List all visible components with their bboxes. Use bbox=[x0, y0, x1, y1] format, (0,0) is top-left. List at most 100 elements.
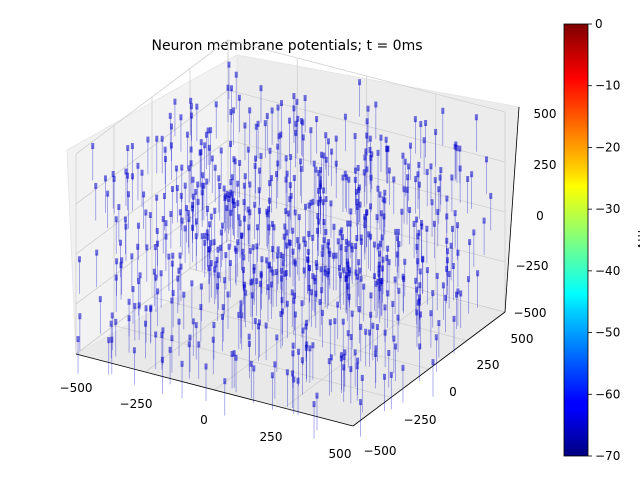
neuron-marker bbox=[213, 164, 217, 203]
gridline bbox=[227, 239, 506, 313]
neuron-marker bbox=[445, 213, 449, 251]
neuron-marker bbox=[300, 118, 304, 156]
neuron-marker bbox=[355, 273, 359, 312]
neuron-marker bbox=[444, 294, 448, 333]
neuron-marker bbox=[401, 273, 405, 312]
neuron-marker bbox=[271, 269, 275, 308]
neuron-marker bbox=[210, 155, 214, 193]
neuron-marker bbox=[355, 363, 359, 401]
neuron-marker bbox=[232, 350, 236, 388]
neuron-marker bbox=[333, 318, 337, 356]
colorbar-tick-label: −60 bbox=[595, 387, 620, 401]
neuron-marker bbox=[332, 223, 336, 262]
neuron-marker bbox=[374, 351, 378, 389]
neuron-marker bbox=[302, 267, 306, 305]
neuron-marker bbox=[327, 358, 331, 396]
neuron-marker bbox=[171, 185, 175, 224]
neuron-marker bbox=[458, 165, 462, 203]
neuron-marker bbox=[328, 319, 332, 357]
neuron-marker bbox=[437, 186, 441, 224]
neuron-marker bbox=[77, 256, 81, 294]
neuron-marker bbox=[276, 104, 280, 143]
neuron-marker bbox=[369, 311, 373, 350]
neuron-marker bbox=[227, 192, 231, 230]
neuron-marker bbox=[408, 142, 412, 181]
neuron-marker bbox=[304, 203, 308, 242]
neuron-marker bbox=[170, 335, 174, 373]
neuron-marker bbox=[347, 176, 351, 215]
neuron-marker bbox=[114, 216, 118, 254]
neuron-marker bbox=[252, 264, 256, 302]
neuron-marker bbox=[325, 271, 329, 309]
neuron-marker bbox=[124, 223, 128, 262]
neuron-marker bbox=[130, 173, 134, 211]
neuron-marker bbox=[368, 329, 372, 368]
neuron-marker bbox=[107, 337, 111, 375]
neuron-marker bbox=[78, 313, 82, 351]
neuron-marker bbox=[145, 244, 149, 282]
neuron-marker bbox=[347, 293, 351, 332]
neuron-marker bbox=[269, 266, 273, 304]
neuron-marker bbox=[170, 260, 174, 299]
neuron-marker bbox=[191, 318, 195, 356]
neuron-marker bbox=[432, 220, 436, 259]
neuron-marker bbox=[267, 224, 271, 262]
neuron-marker bbox=[400, 208, 404, 247]
neuron-marker bbox=[482, 217, 486, 256]
neuron-marker bbox=[412, 220, 416, 259]
neuron-marker bbox=[339, 352, 343, 390]
neuron-marker bbox=[378, 285, 382, 323]
neuron-marker bbox=[466, 276, 470, 314]
neuron-marker bbox=[199, 283, 203, 321]
neuron-marker bbox=[315, 116, 319, 154]
neuron-marker bbox=[459, 290, 463, 328]
neuron-marker bbox=[230, 85, 234, 123]
neuron-marker bbox=[284, 176, 288, 215]
neuron-marker bbox=[312, 160, 316, 199]
neuron-marker bbox=[373, 273, 377, 311]
neuron-marker bbox=[268, 147, 272, 186]
neuron-marker bbox=[356, 164, 360, 203]
neuron-marker bbox=[253, 162, 257, 201]
neuron-marker bbox=[98, 296, 102, 334]
neuron-marker bbox=[270, 372, 274, 410]
neuron-marker bbox=[371, 322, 375, 361]
neuron-marker bbox=[207, 265, 211, 303]
neuron-marker bbox=[356, 357, 360, 396]
colorbar-ticks: 0 −10 −20 −30 −40 −50 −60 −70 bbox=[588, 17, 620, 463]
neuron-marker bbox=[317, 218, 321, 257]
neuron-marker bbox=[243, 281, 247, 320]
neuron-marker bbox=[136, 243, 140, 282]
neuron-marker bbox=[146, 136, 150, 175]
neuron-marker bbox=[225, 190, 229, 229]
neuron-marker bbox=[211, 336, 215, 375]
neuron-marker bbox=[338, 229, 342, 268]
neuron-marker bbox=[130, 253, 134, 291]
neuron-marker bbox=[197, 341, 201, 379]
neuron-marker bbox=[293, 311, 297, 349]
neuron-marker bbox=[397, 241, 401, 279]
neuron-marker bbox=[417, 229, 421, 268]
neuron-marker bbox=[383, 304, 387, 342]
neuron-marker bbox=[299, 165, 303, 204]
neuron-marker bbox=[322, 187, 326, 225]
neuron-marker bbox=[292, 93, 296, 131]
neuron-marker bbox=[456, 249, 460, 288]
neuron-marker bbox=[228, 260, 232, 298]
neuron-marker bbox=[216, 246, 220, 285]
neuron-marker bbox=[229, 209, 233, 248]
colorbar-tick-label: −30 bbox=[595, 202, 620, 216]
neuron-marker bbox=[322, 152, 326, 191]
neuron-marker bbox=[279, 131, 283, 170]
neuron-marker bbox=[414, 176, 418, 214]
neuron-marker bbox=[369, 292, 373, 330]
neuron-marker bbox=[358, 201, 362, 240]
neuron-marker bbox=[201, 172, 205, 210]
neuron-marker bbox=[374, 101, 378, 139]
neuron-marker bbox=[154, 331, 158, 369]
neuron-marker bbox=[274, 269, 278, 307]
neuron-marker bbox=[270, 220, 274, 259]
neuron-marker bbox=[183, 182, 187, 221]
neuron-marker bbox=[120, 257, 124, 295]
neuron-marker bbox=[391, 300, 395, 339]
